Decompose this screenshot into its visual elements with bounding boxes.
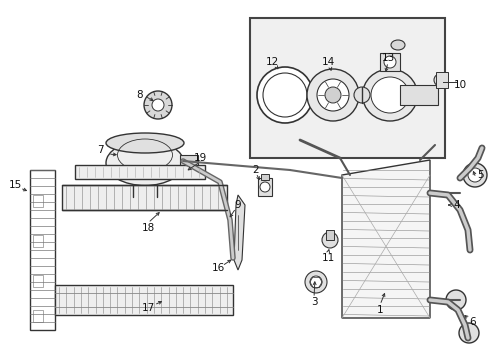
Circle shape [445, 290, 465, 310]
Bar [249, 18, 444, 158]
Circle shape [321, 232, 337, 248]
Bar [30, 170, 55, 330]
Circle shape [316, 79, 348, 111]
Circle shape [325, 87, 340, 103]
Circle shape [467, 168, 481, 182]
Bar [325, 230, 333, 240]
Circle shape [260, 182, 269, 192]
Ellipse shape [106, 140, 183, 185]
Circle shape [462, 163, 486, 187]
Text: 14: 14 [321, 57, 334, 67]
Text: 7: 7 [97, 145, 103, 155]
Bar [261, 174, 268, 180]
Bar [33, 275, 43, 287]
Bar [258, 178, 271, 196]
Ellipse shape [390, 40, 404, 50]
Text: 16: 16 [211, 263, 224, 273]
Text: 4: 4 [453, 200, 459, 210]
Ellipse shape [370, 77, 408, 113]
Text: 9: 9 [234, 200, 241, 210]
Ellipse shape [362, 69, 417, 121]
Bar [33, 235, 43, 247]
Text: 10: 10 [452, 80, 466, 90]
Bar [399, 85, 437, 105]
Circle shape [433, 74, 445, 86]
Text: 18: 18 [141, 223, 154, 233]
Polygon shape [234, 195, 244, 270]
Circle shape [305, 271, 326, 293]
Text: 3: 3 [310, 297, 317, 307]
Bar [62, 185, 226, 210]
Text: 1: 1 [376, 305, 383, 315]
Bar [55, 285, 232, 315]
Text: 5: 5 [476, 170, 482, 180]
Circle shape [353, 87, 369, 103]
Bar [75, 165, 204, 179]
Bar [33, 310, 43, 322]
Circle shape [152, 99, 163, 111]
Circle shape [143, 91, 172, 119]
Text: 11: 11 [321, 253, 334, 263]
Bar [33, 195, 43, 207]
Circle shape [257, 67, 312, 123]
Text: 17: 17 [141, 303, 154, 313]
Circle shape [309, 276, 321, 288]
Circle shape [458, 323, 478, 343]
Circle shape [306, 69, 358, 121]
Text: 15: 15 [8, 180, 21, 190]
Bar [435, 72, 447, 88]
Text: 13: 13 [381, 53, 394, 63]
Bar [180, 155, 198, 167]
Text: 19: 19 [193, 153, 206, 163]
Text: 8: 8 [137, 90, 143, 100]
Text: 2: 2 [252, 165, 259, 175]
Circle shape [383, 56, 395, 68]
Circle shape [263, 73, 306, 117]
Text: 6: 6 [469, 317, 475, 327]
Polygon shape [341, 160, 429, 318]
Bar [379, 53, 399, 71]
Ellipse shape [106, 133, 183, 153]
Text: 12: 12 [265, 57, 278, 67]
